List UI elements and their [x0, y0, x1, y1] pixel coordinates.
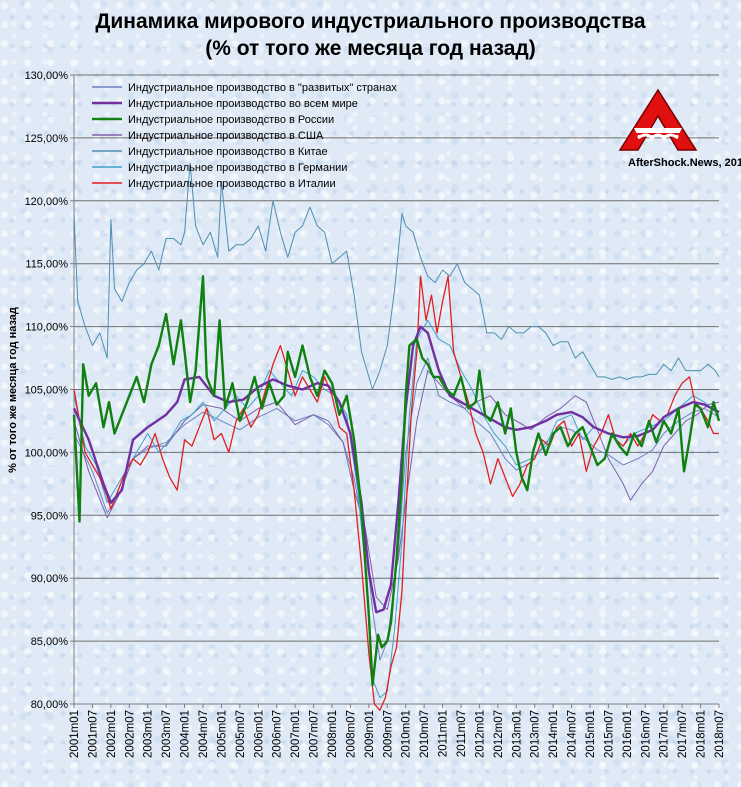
watermark: AfterShock.News, 2018	[618, 88, 741, 169]
x-tick-label: 2003m01	[143, 710, 155, 758]
series-line-6	[73, 275, 719, 711]
x-tick-label: 2015m01	[585, 710, 597, 758]
x-tick-label: 2011m01	[438, 710, 450, 757]
grid-lines	[74, 74, 719, 642]
y-tick-label: 110,00%	[25, 322, 68, 334]
x-tick-label: 2013m07	[530, 710, 542, 758]
series-line-2	[72, 275, 721, 687]
legend-entry: Индустриальное производство в Италии	[128, 178, 336, 190]
x-tick-label: 2001m01	[69, 710, 81, 758]
y-tick-label: 115,00%	[25, 259, 68, 271]
x-tick-label: 2016m07	[640, 710, 652, 758]
x-tick-label: 2017m01	[659, 710, 671, 758]
x-tick-label: 2008m07	[345, 710, 357, 758]
y-tick-label: 100,00%	[25, 447, 69, 459]
x-tick-label: 2003m07	[161, 710, 173, 758]
x-tick-label: 2007m01	[290, 710, 302, 758]
x-axis-ticks: 2001m01 2001m07 2002m01 2002m07 2003m01 2003m…	[69, 704, 726, 758]
series-lines	[72, 162, 721, 711]
x-tick-label: 2009m07	[382, 710, 394, 758]
y-tick-label: 105,00%	[25, 385, 69, 397]
x-tick-label: 2011m07	[456, 710, 468, 757]
y-tick-label: 90,00%	[31, 573, 69, 585]
legend-entry: Индустриальное производство в России	[128, 114, 334, 126]
x-tick-label: 2018m01	[696, 710, 708, 758]
x-tick-label: 2007m07	[309, 710, 321, 758]
x-tick-label: 2014m01	[548, 710, 560, 758]
x-tick-label: 2017m07	[677, 710, 689, 758]
y-tick-label: 80,00%	[31, 699, 69, 711]
x-tick-label: 2004m01	[180, 710, 192, 758]
x-tick-label: 2001m07	[87, 710, 99, 758]
x-tick-label: 2005m01	[216, 710, 228, 758]
series-line-1	[72, 325, 720, 614]
y-axis-label: % от того же месяца год назад	[7, 307, 19, 473]
y-axis-ticks: 80,00% 85,00% 90,00% 95,00% 100,00% 105,00% 11…	[25, 70, 74, 711]
x-tick-label: 2009m01	[364, 710, 376, 758]
series-line-3	[73, 370, 720, 611]
x-tick-label: 2016m01	[622, 710, 634, 758]
legend-entry: Индустриальное производство в США	[128, 130, 324, 142]
chart-title-line-1: Динамика мирового индустриального произв…	[95, 10, 646, 33]
x-tick-label: 2005m07	[235, 710, 247, 758]
x-tick-label: 2013m01	[511, 710, 523, 758]
y-tick-label: 85,00%	[31, 636, 69, 648]
x-tick-label: 2012m07	[493, 710, 505, 758]
chart-title-line-2: (% от того же месяца год назад)	[205, 37, 536, 60]
x-tick-label: 2010m01	[401, 710, 413, 758]
legend-entry: Индустриальное производство в "развитых"…	[128, 82, 397, 94]
x-tick-label: 2018m07	[714, 710, 726, 758]
series-line-4	[73, 162, 720, 390]
y-tick-label: 120,00%	[25, 196, 69, 208]
y-tick-label: 95,00%	[31, 510, 69, 522]
legend-entry: Индустриальное производство в Китае	[128, 146, 328, 158]
x-tick-label: 2002m07	[124, 710, 136, 758]
x-tick-label: 2008m01	[327, 710, 339, 758]
chart-title: Динамика мирового индустриального произв…	[0, 8, 741, 62]
y-tick-label: 125,00%	[25, 133, 69, 145]
legend-entry: Индустриальное производство в Германии	[128, 162, 347, 174]
x-tick-label: 2014m07	[567, 710, 579, 758]
watermark-text: AfterShock.News, 2018	[628, 157, 741, 169]
x-tick-label: 2012m01	[474, 710, 486, 758]
y-tick-label: 130,00%	[25, 70, 69, 82]
legend: Индустриальное производство в "развитых"…	[92, 82, 397, 190]
x-tick-label: 2015m07	[603, 710, 615, 758]
aftershock-logo	[618, 88, 698, 151]
x-tick-label: 2006m07	[272, 710, 284, 758]
series-line-0	[73, 357, 720, 661]
x-tick-label: 2004m07	[198, 710, 210, 758]
legend-entry: Индустриальное производство во всем мире	[128, 98, 358, 110]
x-tick-label: 2006m01	[253, 710, 265, 758]
x-tick-label: 2010m07	[419, 710, 431, 758]
x-tick-label: 2002m01	[106, 710, 118, 758]
